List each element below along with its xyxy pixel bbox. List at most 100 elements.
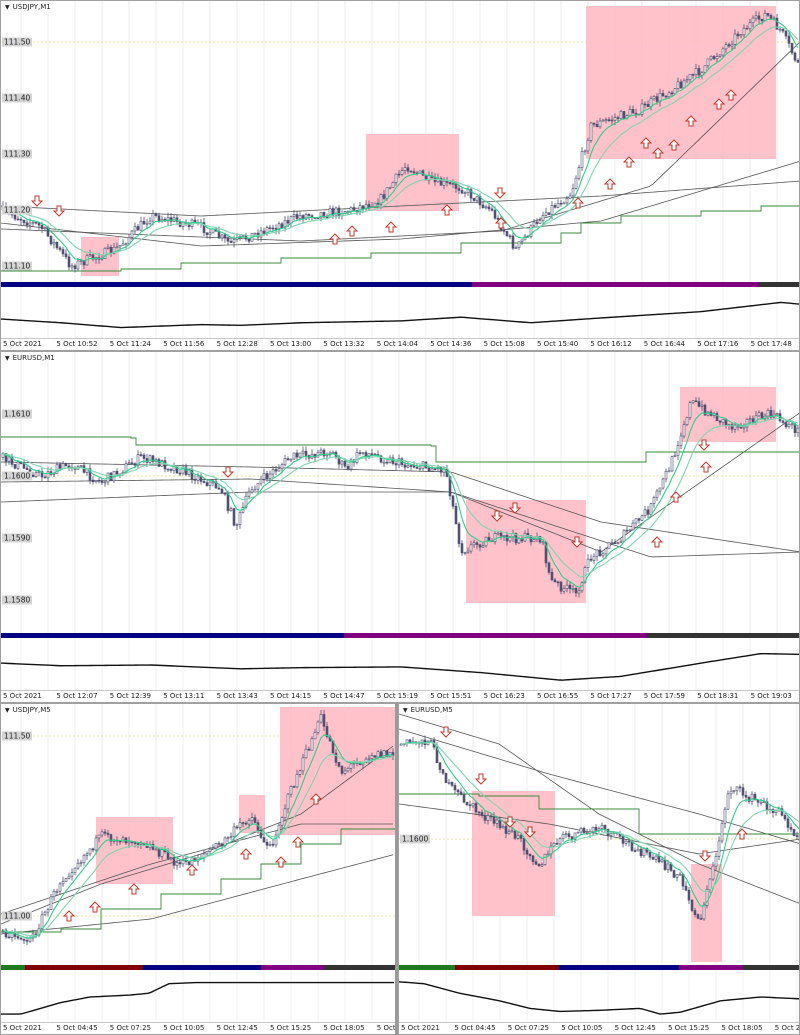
- candlestick: [307, 213, 311, 221]
- candlestick: [534, 859, 538, 865]
- candlestick: [19, 216, 23, 225]
- arrow-up-icon: [639, 137, 653, 149]
- session-segment-purple: [344, 633, 648, 638]
- candlestick: [627, 838, 631, 847]
- candlestick: [715, 411, 719, 422]
- candlestick: [172, 462, 176, 474]
- candlestick: [733, 422, 737, 433]
- candlestick: [469, 540, 473, 554]
- candlestick: [115, 242, 119, 249]
- candlestick: [94, 834, 98, 855]
- candlestick: [519, 832, 523, 843]
- candlestick: [313, 728, 317, 740]
- session-segment-purple: [679, 965, 743, 970]
- candlestick: [462, 791, 466, 804]
- chart-window-usdjpy-m5[interactable]: ▼ USDJPY,M5 111.50 111.00 5 Oct 2021 5 Oct 0…: [0, 703, 396, 1035]
- candlestick: [537, 863, 541, 867]
- candlestick: [538, 217, 542, 225]
- candlestick: [322, 448, 326, 459]
- candlestick: [16, 215, 20, 221]
- candlestick: [561, 831, 565, 842]
- candlestick: [340, 764, 344, 776]
- time-axis-label: 5 Oct 07:25: [507, 1024, 549, 1032]
- dropdown-triangle-icon[interactable]: ▼: [5, 706, 10, 714]
- candlestick: [313, 453, 317, 463]
- window-splitter[interactable]: [395, 703, 398, 1035]
- candlestick: [652, 495, 656, 508]
- candlestick: [244, 820, 248, 826]
- candlestick: [382, 459, 386, 467]
- price-chart[interactable]: [1, 1, 800, 282]
- candlestick: [307, 454, 311, 462]
- candlestick: [697, 65, 701, 79]
- candlestick: [664, 468, 668, 483]
- oscillator-subwindow[interactable]: [1, 638, 800, 690]
- time-axis-label: 5 Oct 12:07: [56, 692, 98, 700]
- candlestick: [484, 204, 488, 210]
- candlestick: [175, 858, 179, 870]
- oscillator-subwindow[interactable]: [399, 970, 800, 1022]
- candlestick: [61, 876, 65, 887]
- oscillator-line: [1, 301, 799, 329]
- candlestick: [241, 821, 245, 828]
- candlestick: [651, 853, 655, 861]
- chart-window-eurusd-m5[interactable]: ▼ EURUSD,M5 1.1600 5 Oct 2021 5 Oct 04:45 5 …: [398, 703, 800, 1035]
- candlestick: [253, 485, 257, 491]
- time-axis: 5 Oct 2021 5 Oct 04:45 5 Oct 07:25 5 Oct 10…: [399, 1022, 799, 1034]
- time-axis-label: 5 Oct 15:51: [430, 692, 472, 700]
- candlestick: [688, 400, 692, 421]
- oscillator-subwindow[interactable]: [1, 970, 396, 1022]
- time-axis-label: 5 Oct 10:52: [56, 340, 98, 348]
- candlestick: [487, 203, 491, 212]
- candlestick: [796, 58, 799, 64]
- candlestick: [67, 253, 71, 271]
- candlestick: [574, 586, 578, 597]
- candlestick: [571, 584, 575, 593]
- candlestick: [643, 101, 647, 109]
- chart-title: ▼ USDJPY,M1: [5, 3, 51, 11]
- fast-ma-line: [2, 412, 799, 588]
- candlestick: [397, 170, 401, 178]
- candlestick: [777, 806, 781, 812]
- dropdown-triangle-icon[interactable]: ▼: [5, 3, 10, 11]
- candlestick: [730, 40, 734, 51]
- arrow-down-icon: [221, 466, 235, 478]
- candlestick: [52, 889, 56, 901]
- candlestick: [169, 468, 173, 473]
- dropdown-triangle-icon[interactable]: ▼: [5, 354, 10, 362]
- chart-window-eurusd-m1[interactable]: ▼ EURUSD,M1 1.1610 1.1600 1.1590 1.1580 5 Oct…: [0, 351, 800, 703]
- candlestick: [106, 244, 110, 250]
- chart-window-usdjpy-m1[interactable]: ▼ USDJPY,M1 111.50 111.40 111.30 111.20 111.1…: [0, 0, 800, 351]
- candlestick: [25, 219, 29, 229]
- candlestick: [55, 888, 59, 896]
- arrow-up-icon: [603, 178, 617, 190]
- candlestick: [49, 235, 53, 246]
- candlestick: [555, 838, 559, 845]
- price-chart[interactable]: [399, 704, 800, 965]
- candlestick: [280, 221, 284, 229]
- session-segment-purple: [261, 965, 325, 970]
- candlestick: [37, 221, 41, 230]
- candlestick: [508, 234, 512, 240]
- candlestick: [483, 811, 487, 824]
- candlestick: [738, 784, 742, 793]
- candlestick: [127, 836, 131, 848]
- dropdown-triangle-icon[interactable]: ▼: [403, 706, 408, 714]
- time-axis-label: 5 Oct 16:23: [483, 692, 525, 700]
- candlestick: [202, 849, 206, 863]
- candlestick: [214, 843, 218, 850]
- candlestick: [577, 586, 581, 598]
- candlestick: [76, 858, 80, 870]
- candlestick: [678, 872, 682, 876]
- oscillator-subwindow[interactable]: [1, 287, 800, 338]
- candlestick: [391, 181, 395, 188]
- candlestick: [624, 839, 628, 846]
- candlestick: [489, 813, 493, 822]
- time-axis: 5 Oct 2021 5 Oct 10:52 5 Oct 11:24 5 Oct 11…: [1, 338, 799, 350]
- price-chart[interactable]: [1, 704, 396, 965]
- candlestick: [598, 545, 602, 557]
- candlestick: [706, 58, 710, 69]
- session-segment-darkred: [24, 965, 143, 970]
- candlestick: [616, 541, 620, 545]
- price-chart[interactable]: [1, 352, 800, 633]
